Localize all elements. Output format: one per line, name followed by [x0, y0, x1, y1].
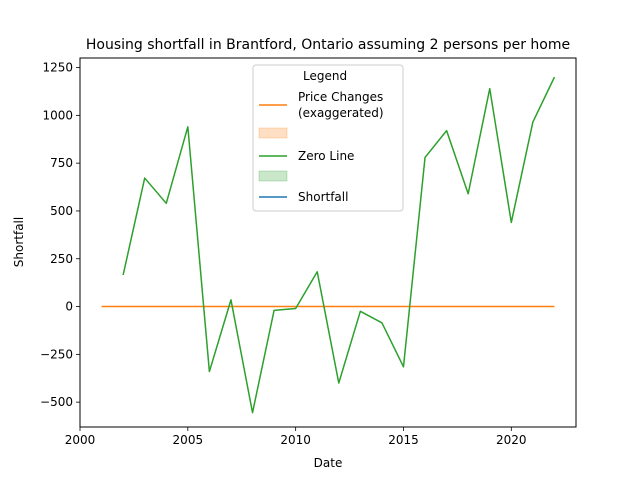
- legend-patch-swatch: [258, 127, 288, 139]
- y-tick-label: 1250: [42, 61, 73, 75]
- x-tick-label: 2010: [280, 433, 311, 447]
- legend-entry-label: Zero Line: [298, 149, 354, 163]
- x-tick-label: 2000: [65, 433, 96, 447]
- y-tick-label: 500: [50, 204, 73, 218]
- y-tick-label: 1000: [42, 108, 73, 122]
- chart-title: Housing shortfall in Brantford, Ontario …: [86, 37, 570, 53]
- y-axis: −500 −250 0 250 500 750 1000 1250: [40, 61, 80, 409]
- y-tick-label: −250: [40, 347, 73, 361]
- y-tick-label: 750: [50, 156, 73, 170]
- legend-title: Legend: [303, 69, 347, 83]
- legend-entry-label: Shortfall: [298, 190, 348, 204]
- plot-area-frame: [79, 57, 577, 428]
- x-tick-label: 2005: [173, 433, 204, 447]
- y-tick-label: 250: [50, 252, 73, 266]
- legend-box: [252, 64, 404, 212]
- x-axis: 2000 2005 2010 2015 2020: [65, 427, 527, 447]
- legend-entry-label: (exaggerated): [298, 106, 384, 120]
- x-tick-label: 2020: [496, 433, 527, 447]
- legend: Legend Price Changes (exaggerated) Zero Lin…: [252, 64, 404, 212]
- series-line-1: [122, 76, 556, 414]
- legend-entry-label: Price Changes: [298, 90, 383, 104]
- x-axis-label: Date: [314, 456, 343, 470]
- x-tick-label: 2015: [388, 433, 419, 447]
- y-axis-label: Shortfall: [12, 217, 26, 267]
- y-tick-label: −500: [40, 395, 73, 409]
- y-tick-label: 0: [65, 300, 73, 314]
- legend-patch-swatch: [258, 170, 288, 182]
- series-layer: [101, 76, 556, 414]
